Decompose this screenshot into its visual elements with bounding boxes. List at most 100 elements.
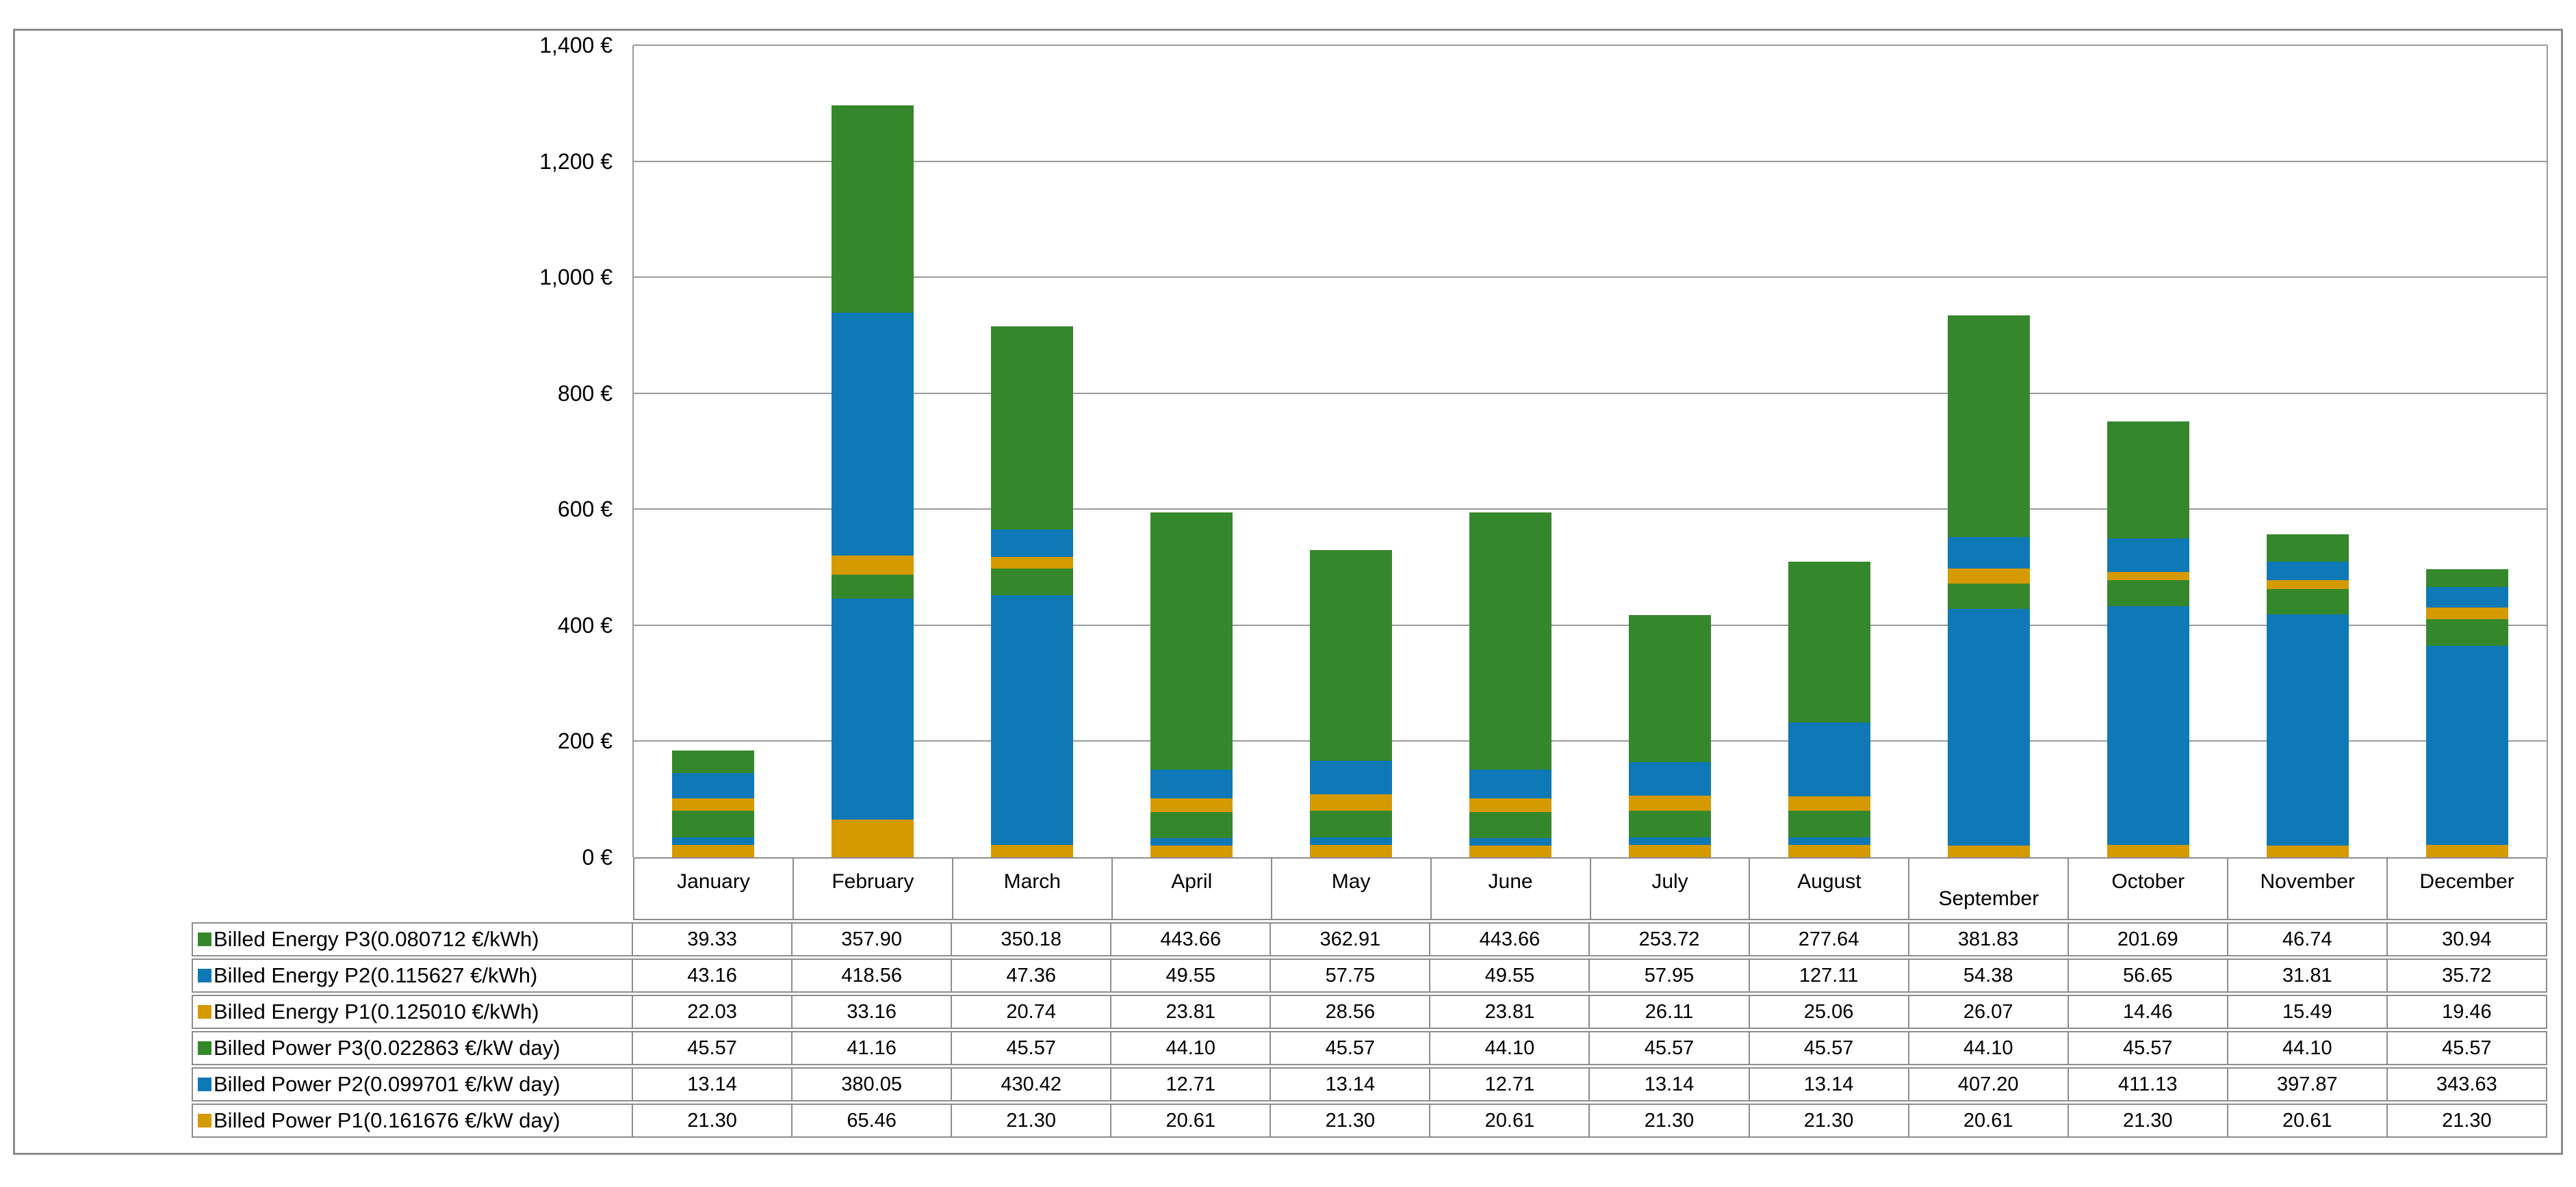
legend-swatch-icon [198,1114,211,1127]
value-cell: 21.30 [951,1104,1112,1138]
value-cell: 65.46 [791,1104,953,1138]
month-header-september: September [1908,857,2070,920]
value-cell: 23.81 [1110,995,1272,1029]
value-cell: 443.66 [1429,922,1590,956]
table-row: Billed Power P2(0.099701 €/kW day) 13.14 3… [192,1067,2547,1101]
value-cell: 201.69 [2067,922,2228,956]
value-cell: 31.81 [2226,958,2388,993]
series-label-cell: Billed Power P2(0.099701 €/kW day) [192,1067,633,1101]
value-cell: 57.75 [1270,958,1431,993]
value-cell: 12.71 [1110,1067,1272,1101]
value-cell: 21.30 [1270,1104,1431,1138]
value-cell: 44.10 [2226,1031,2388,1065]
month-header-april: April [1111,857,1272,920]
month-header-july: July [1589,857,1751,920]
legend-swatch-icon [198,1005,211,1019]
value-cell: 20.61 [1429,1104,1590,1138]
legend-swatch-icon [198,932,211,946]
series-label-cell: Billed Power P3(0.022863 €/kW day) [192,1031,633,1065]
series-label: Billed Power P2(0.099701 €/kW day) [214,1072,561,1096]
value-cell: 443.66 [1110,922,1272,956]
value-cell: 127.11 [1748,958,1909,993]
value-cell: 45.57 [632,1031,793,1065]
value-cell: 45.57 [2067,1031,2228,1065]
value-cell: 45.57 [1588,1031,1750,1065]
value-cell: 13.14 [632,1067,793,1101]
value-cell: 20.74 [951,995,1112,1029]
value-cell: 397.87 [2226,1067,2388,1101]
value-cell: 13.14 [1588,1067,1750,1101]
month-header-june: June [1430,857,1591,920]
header-spacer [192,857,633,920]
value-cell: 277.64 [1748,922,1909,956]
data-table: January February March April May June July Augu… [192,857,2548,1138]
legend-swatch-icon [198,1041,211,1055]
series-label-cell: Billed Energy P3(0.080712 €/kWh) [192,922,633,956]
value-cell: 13.14 [1748,1067,1909,1101]
value-cell: 15.49 [2226,995,2388,1029]
value-cell: 49.55 [1110,958,1272,993]
month-header-january: January [633,857,794,920]
value-cell: 21.30 [632,1104,793,1138]
value-cell: 45.57 [2386,1031,2547,1065]
value-cell: 26.07 [1907,995,2069,1029]
series-label-cell: Billed Energy P1(0.125010 €/kWh) [192,995,633,1029]
value-cell: 57.95 [1588,958,1750,993]
month-header-may: May [1270,857,1432,920]
series-label: Billed Power P1(0.161676 €/kW day) [214,1108,561,1132]
value-cell: 28.56 [1270,995,1431,1029]
value-cell: 21.30 [1748,1104,1909,1138]
value-cell: 21.30 [1588,1104,1750,1138]
month-header-row: January February March April May June July Augu… [192,857,2548,920]
table-row: Billed Energy P2(0.115627 €/kWh) 43.16 418… [192,958,2547,993]
value-cell: 44.10 [1907,1031,2069,1065]
table-row: Billed Power P3(0.022863 €/kW day) 45.57 4… [192,1031,2547,1065]
month-header-october: October [2068,857,2229,920]
value-cell: 44.10 [1110,1031,1272,1065]
value-cell: 44.10 [1429,1031,1590,1065]
value-cell: 418.56 [791,958,953,993]
value-cell: 45.57 [1270,1031,1431,1065]
series-label-cell: Billed Power P1(0.161676 €/kW day) [192,1104,633,1138]
value-cell: 14.46 [2067,995,2228,1029]
series-label: Billed Energy P3(0.080712 €/kWh) [214,927,539,951]
month-header-march: March [951,857,1113,920]
value-cell: 49.55 [1429,958,1590,993]
value-cell: 25.06 [1748,995,1909,1029]
value-cell: 47.36 [951,958,1112,993]
value-cell: 357.90 [791,922,953,956]
month-header-november: November [2227,857,2388,920]
series-label: Billed Energy P2(0.115627 €/kWh) [214,963,538,987]
value-cell: 20.61 [1907,1104,2069,1138]
value-cell: 41.16 [791,1031,953,1065]
month-header-august: August [1749,857,1910,920]
value-cell: 39.33 [632,922,793,956]
value-cell: 21.30 [2386,1104,2547,1138]
series-label: Billed Power P3(0.022863 €/kW day) [214,1036,561,1060]
value-cell: 13.14 [1270,1067,1431,1101]
value-cell: 19.46 [2386,995,2547,1029]
value-cell: 35.72 [2386,958,2547,993]
value-cell: 46.74 [2226,922,2388,956]
table-row: Billed Power P1(0.161676 €/kW day) 21.30 6… [192,1104,2547,1138]
value-cell: 45.57 [951,1031,1112,1065]
value-cell: 20.61 [1110,1104,1272,1138]
table-row: Billed Energy P1(0.125010 €/kWh) 22.03 33.… [192,995,2547,1029]
month-header-february: February [792,857,953,920]
value-cell: 30.94 [2386,922,2547,956]
value-cell: 45.57 [1748,1031,1909,1065]
value-cell: 411.13 [2067,1067,2228,1101]
series-label: Billed Energy P1(0.125010 €/kWh) [214,1000,539,1023]
value-cell: 253.72 [1588,922,1750,956]
value-cell: 43.16 [632,958,793,993]
value-cell: 26.11 [1588,995,1750,1029]
series-label-cell: Billed Energy P2(0.115627 €/kWh) [192,958,633,993]
value-cell: 430.42 [951,1067,1112,1101]
value-cell: 12.71 [1429,1067,1590,1101]
month-header-december: December [2386,857,2548,920]
table-row: Billed Energy P3(0.080712 €/kWh) 39.33 357… [192,922,2547,956]
value-cell: 343.63 [2386,1067,2547,1101]
value-cell: 381.83 [1907,922,2069,956]
value-cell: 56.65 [2067,958,2228,993]
